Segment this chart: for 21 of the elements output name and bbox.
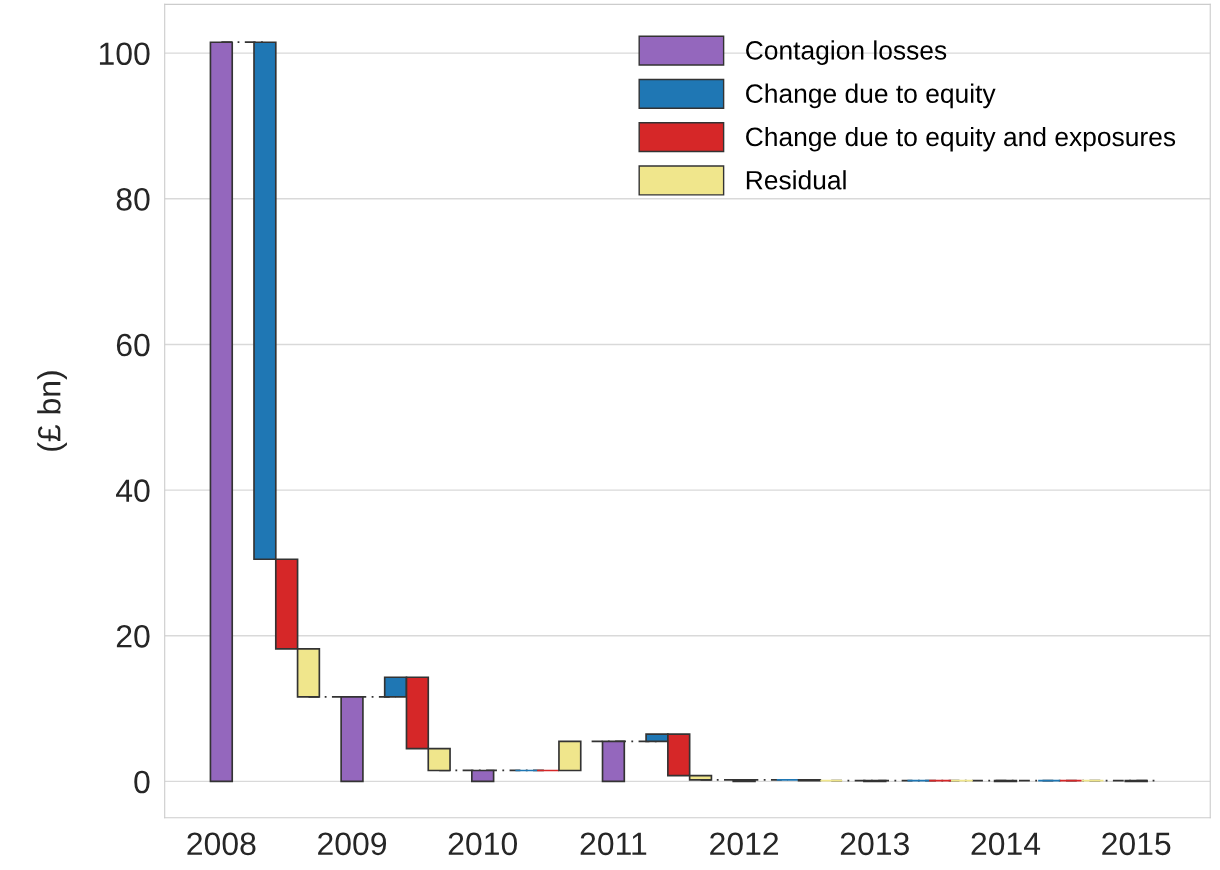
x-tick-label: 2008 (187, 832, 256, 856)
x-tick-label: 2011 (580, 832, 647, 856)
bar (209, 41, 234, 783)
y-tick-label: 0 (134, 770, 150, 794)
x-tick-label: 2014 (971, 832, 1041, 856)
legend-label: Change due to equity (746, 83, 996, 109)
y-tick-label: 40 (116, 479, 150, 502)
y-tick-label: 100 (99, 42, 150, 66)
y-axis-title: (£ bn) (37, 371, 67, 451)
x-tick-label: 2010 (448, 832, 517, 856)
x-tick-label: 2012 (710, 832, 779, 856)
legend-label: Residual (746, 170, 846, 190)
y-tick-label: 80 (116, 188, 150, 211)
x-tick-label: 2009 (318, 832, 387, 856)
legend-label: Contagion losses (746, 40, 947, 65)
x-tick-label: 2015 (1102, 832, 1171, 856)
bar (558, 740, 582, 772)
x-tick-label: 2013 (840, 832, 909, 856)
legend-label: Change due to equity and exposures (746, 126, 1176, 152)
y-tick-label: 60 (116, 333, 150, 357)
y-tick-label: 20 (116, 625, 150, 648)
